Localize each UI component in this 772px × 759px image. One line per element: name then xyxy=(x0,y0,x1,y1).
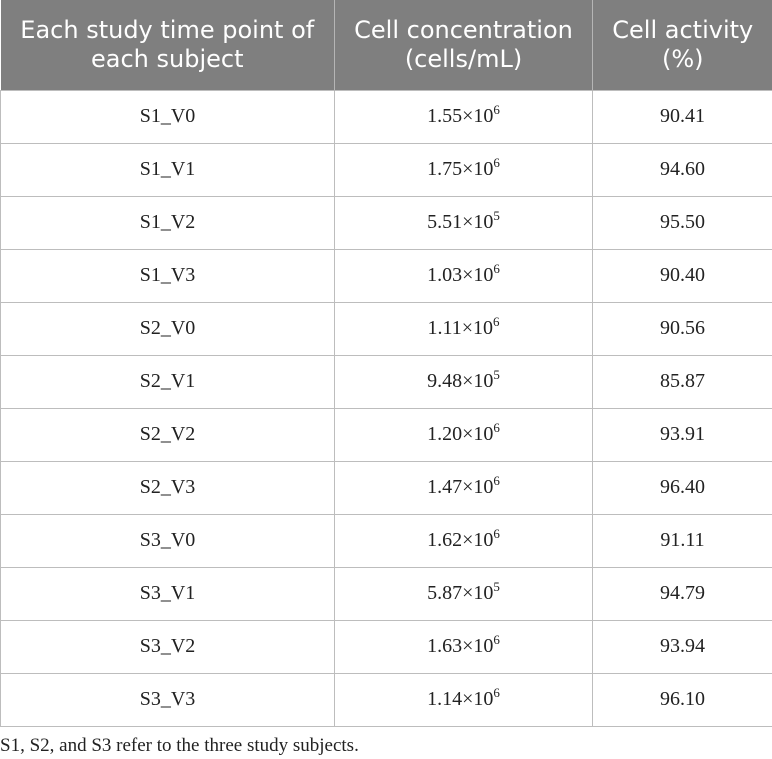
cell-activity: 90.41 xyxy=(592,89,772,144)
concentration-exponent: 6 xyxy=(493,261,500,276)
data-table-container: Each study time point of each subject Ce… xyxy=(0,0,772,727)
concentration-mantissa: 1.62×10 xyxy=(427,529,494,551)
cell-activity: 95.50 xyxy=(592,195,772,250)
cell-concentration: 1.11×106 xyxy=(334,301,593,356)
concentration-mantissa: 5.51×10 xyxy=(427,211,494,233)
header-cell-activity: Cell activity (%) xyxy=(592,0,772,90)
table-footnote: S1, S2, and S3 refer to the three study … xyxy=(0,735,359,756)
cell-activity: 96.40 xyxy=(592,460,772,515)
concentration-mantissa: 5.87×10 xyxy=(427,582,494,604)
concentration-mantissa: 1.20×10 xyxy=(427,423,494,445)
table-row: S3_V2 1.63×106 93.94 xyxy=(0,619,772,674)
cell-time-point: S3_V0 xyxy=(0,513,335,568)
concentration-exponent: 6 xyxy=(493,102,500,117)
cell-concentration: 5.51×105 xyxy=(334,195,593,250)
concentration-exponent: 6 xyxy=(493,473,500,488)
concentration-mantissa: 1.03×10 xyxy=(427,264,494,286)
cell-time-point: S3_V1 xyxy=(0,566,335,621)
cell-concentration: 1.47×106 xyxy=(334,460,593,515)
concentration-exponent: 6 xyxy=(493,155,500,170)
cell-time-point: S1_V1 xyxy=(0,142,335,197)
concentration-mantissa: 1.14×10 xyxy=(427,688,494,710)
cell-activity: 94.60 xyxy=(592,142,772,197)
table-row: S3_V3 1.14×106 96.10 xyxy=(0,672,772,727)
cell-concentration: 1.20×106 xyxy=(334,407,593,462)
cell-time-point: S1_V3 xyxy=(0,248,335,303)
cell-concentration: 1.62×106 xyxy=(334,513,593,568)
cell-time-point: S3_V2 xyxy=(0,619,335,674)
cell-time-point: S2_V2 xyxy=(0,407,335,462)
table-row: S2_V3 1.47×106 96.40 xyxy=(0,460,772,515)
cell-time-point: S1_V0 xyxy=(0,89,335,144)
concentration-exponent: 6 xyxy=(493,314,500,329)
header-time-point: Each study time point of each subject xyxy=(0,0,335,90)
concentration-exponent: 6 xyxy=(493,632,500,647)
table-body: S1_V0 1.55×106 90.41 S1_V1 1.75×106 94.6… xyxy=(0,89,772,727)
cell-activity: 85.87 xyxy=(592,354,772,409)
table-row: S1_V2 5.51×105 95.50 xyxy=(0,195,772,250)
concentration-mantissa: 1.11×10 xyxy=(427,317,494,339)
cell-concentration: 1.75×106 xyxy=(334,142,593,197)
cell-concentration: 9.48×105 xyxy=(334,354,593,409)
table-row: S2_V0 1.11×106 90.56 xyxy=(0,301,772,356)
cell-concentration: 1.63×106 xyxy=(334,619,593,674)
concentration-mantissa: 1.47×10 xyxy=(427,476,494,498)
table-row: S1_V1 1.75×106 94.60 xyxy=(0,142,772,197)
table-row: S3_V0 1.62×106 91.11 xyxy=(0,513,772,568)
table-row: S1_V0 1.55×106 90.41 xyxy=(0,89,772,144)
table-row: S3_V1 5.87×105 94.79 xyxy=(0,566,772,621)
header-row: Each study time point of each subject Ce… xyxy=(0,0,772,90)
cell-time-point: S2_V3 xyxy=(0,460,335,515)
concentration-mantissa: 1.63×10 xyxy=(427,635,494,657)
cell-activity: 94.79 xyxy=(592,566,772,621)
cell-concentration: 1.55×106 xyxy=(334,89,593,144)
concentration-mantissa: 1.55×10 xyxy=(427,105,494,127)
cell-activity: 90.56 xyxy=(592,301,772,356)
cell-activity: 90.40 xyxy=(592,248,772,303)
cell-concentration: 1.03×106 xyxy=(334,248,593,303)
cell-concentration: 1.14×106 xyxy=(334,672,593,727)
concentration-exponent: 5 xyxy=(493,208,500,223)
header-cell-concentration: Cell concentration (cells/mL) xyxy=(334,0,593,90)
concentration-exponent: 5 xyxy=(493,367,500,382)
table-header: Each study time point of each subject Ce… xyxy=(0,0,772,90)
concentration-mantissa: 9.48×10 xyxy=(427,370,494,392)
concentration-exponent: 6 xyxy=(493,685,500,700)
concentration-exponent: 6 xyxy=(493,420,500,435)
table-row: S2_V2 1.20×106 93.91 xyxy=(0,407,772,462)
table-row: S1_V3 1.03×106 90.40 xyxy=(0,248,772,303)
cell-activity: 96.10 xyxy=(592,672,772,727)
concentration-exponent: 5 xyxy=(493,579,500,594)
cell-activity: 91.11 xyxy=(592,513,772,568)
cell-time-point: S1_V2 xyxy=(0,195,335,250)
cell-activity: 93.91 xyxy=(592,407,772,462)
cell-activity: 93.94 xyxy=(592,619,772,674)
table-row: S2_V1 9.48×105 85.87 xyxy=(0,354,772,409)
cell-concentration: 5.87×105 xyxy=(334,566,593,621)
cell-time-point: S2_V0 xyxy=(0,301,335,356)
concentration-mantissa: 1.75×10 xyxy=(427,158,494,180)
cell-time-point: S2_V1 xyxy=(0,354,335,409)
cell-data-table: Each study time point of each subject Ce… xyxy=(0,0,772,727)
concentration-exponent: 6 xyxy=(493,526,500,541)
cell-time-point: S3_V3 xyxy=(0,672,335,727)
